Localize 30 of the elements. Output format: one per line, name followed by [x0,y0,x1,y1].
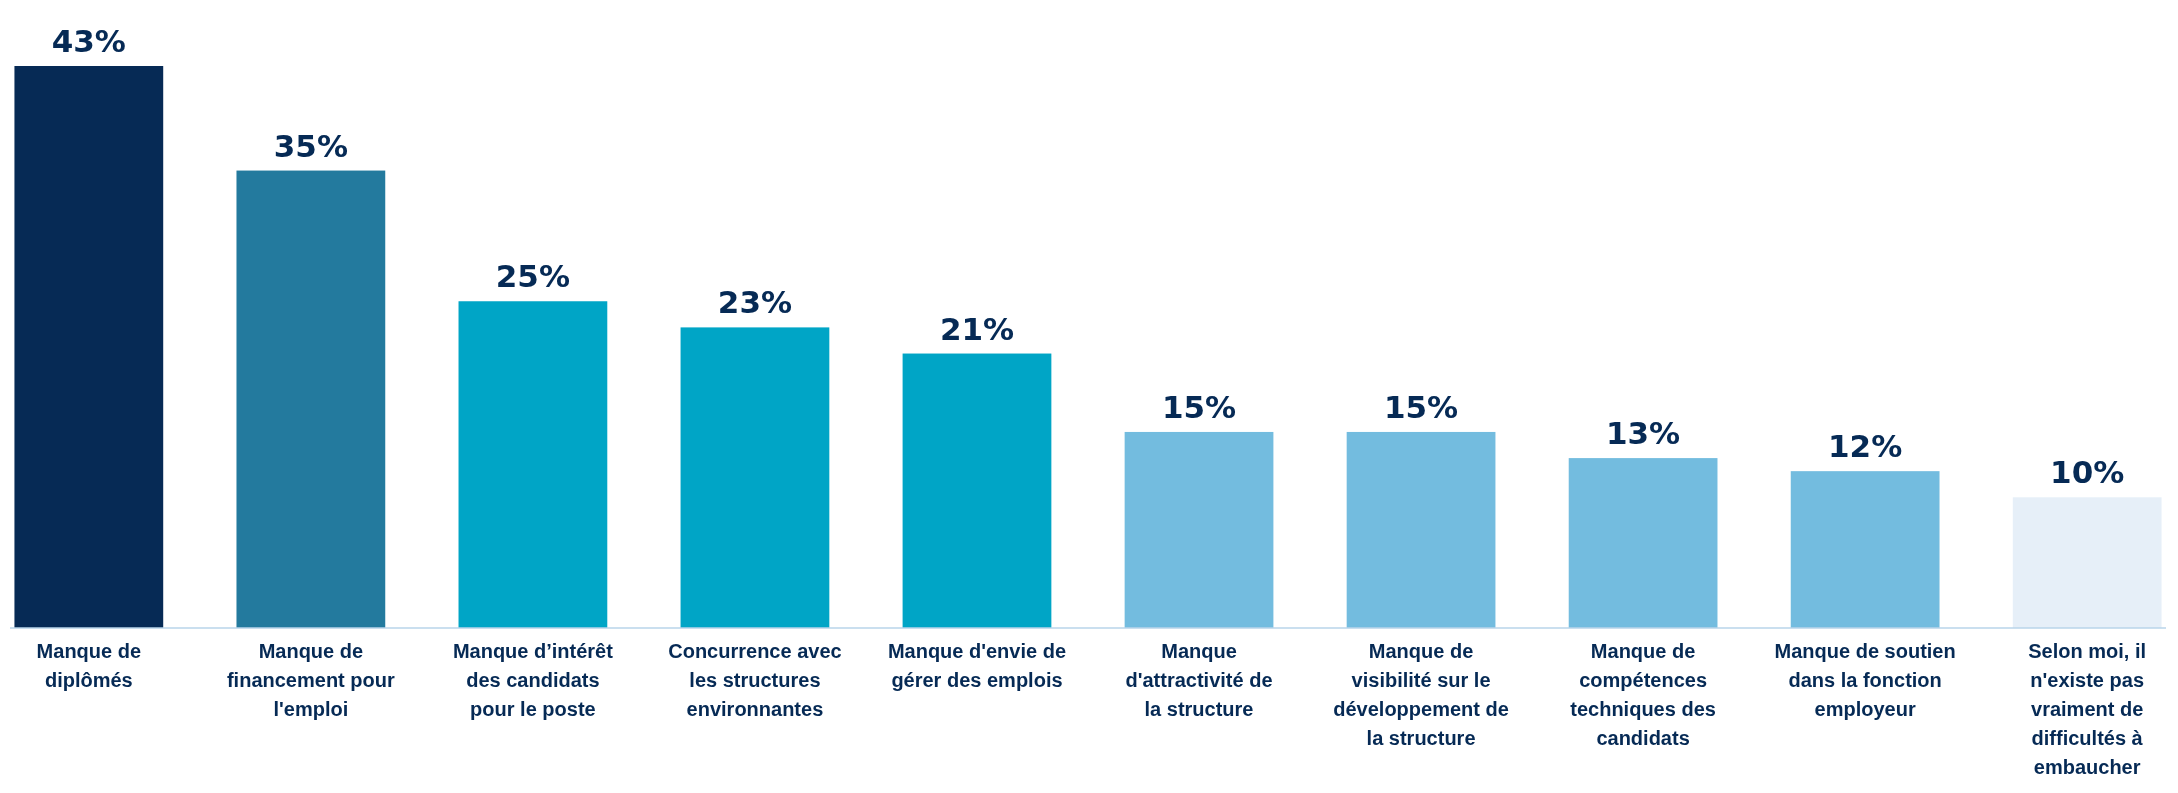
data-label: 21% [939,310,1015,347]
x-tick-label: Manque d'envie de gérer des emplois [887,640,1067,691]
x-tick-label: Concurrence avec les structures environnantes [668,640,842,720]
data-label: 35% [273,127,348,164]
data-label: 13% [1606,415,1681,452]
bar [2012,497,2162,628]
bar [236,170,386,628]
x-tick-label: Manque d’intérêt des candidats pour le poste [452,640,614,720]
bar [458,301,608,628]
bar [1346,431,1496,628]
x-tick-label: Manque de compétences techniques des candidats [1570,640,1716,749]
data-label: 23% [717,284,793,321]
data-label: 15% [1383,388,1459,425]
x-tick-label: Manque de visibilité sur le développement de la structure [1333,640,1509,749]
bar [1124,431,1274,628]
data-label: 12% [1828,428,1903,465]
bar [1568,458,1718,628]
x-tick-label: Manque de soutien dans la fonction employeur [1774,640,1956,720]
data-label: 43% [51,23,126,59]
data-label: 10% [2050,454,2125,491]
bar [1790,471,1940,628]
data-label: 15% [1161,388,1237,425]
x-tick-label: Manque d'attractivité de la structure [1125,640,1273,720]
x-tick-label: Selon moi, il n'existe pas vraiment de difficultés à embaucher [2028,640,2147,778]
x-tick-label: Manque de financement pour l'emploi [226,640,395,720]
bar [902,353,1052,628]
data-label: 25% [495,258,570,295]
x-tick-label: Manque de diplômés [36,640,142,691]
bar [14,66,164,628]
bar [680,327,830,628]
